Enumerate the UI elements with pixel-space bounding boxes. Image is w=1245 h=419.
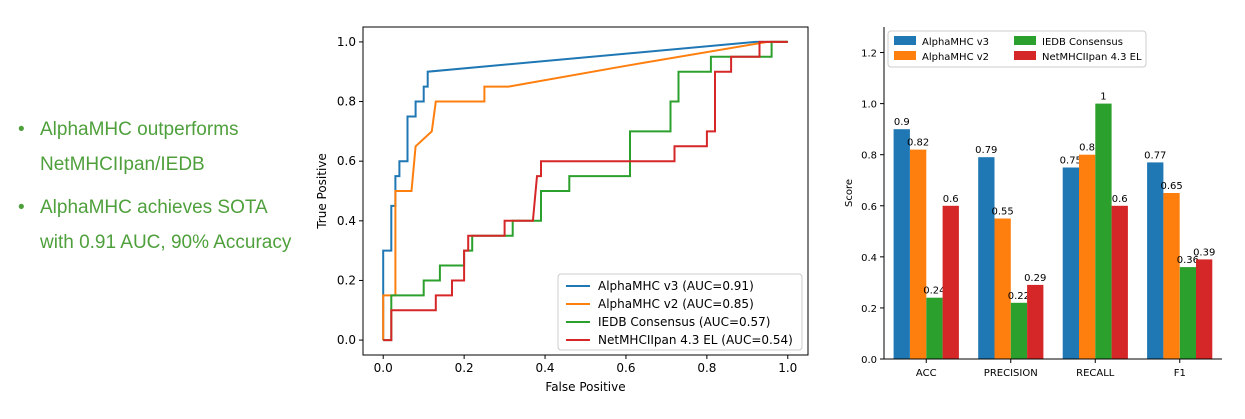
bar-3-1	[1163, 193, 1180, 359]
roc-y-tick-label: 0.4	[337, 214, 356, 228]
bar-legend-swatch	[894, 51, 916, 60]
bullet-item: • AlphaMHC outperforms NetMHCIIpan/IEDB	[18, 112, 318, 182]
bar-3-2	[1179, 267, 1197, 359]
bar-y-tick-label: 0.6	[861, 202, 877, 213]
roc-x-tick-label: 0.0	[374, 361, 393, 375]
bar-0-1	[910, 149, 927, 359]
roc-y-tick-label: 0.0	[337, 333, 356, 347]
bar-value-label: 0.6	[943, 194, 959, 205]
bar-1-2	[1010, 302, 1028, 359]
bar-legend-label: AlphaMHC v2	[922, 52, 989, 63]
roc-y-tick-label: 1.0	[337, 35, 356, 49]
roc-plot-frame	[362, 26, 809, 356]
bar-value-label: 0.8	[1079, 143, 1095, 154]
bar-2-0	[1062, 167, 1079, 359]
bar-value-label: 0.55	[991, 207, 1013, 218]
roc-legend-label: AlphaMHC v3 (AUC=0.91)	[598, 279, 754, 293]
roc-legend-label: AlphaMHC v2 (AUC=0.85)	[598, 297, 754, 311]
roc-x-tick-label: 0.6	[616, 361, 635, 375]
bar-legend-swatch	[1014, 36, 1036, 45]
bullet-list: • AlphaMHC outperforms NetMHCIIpan/IEDB …	[18, 112, 318, 268]
bar-value-label: 0.77	[1144, 150, 1166, 161]
roc-series-line-1	[382, 40, 788, 341]
bar-3-0	[1147, 162, 1164, 359]
bar-y-tick-label: 0.4	[861, 253, 877, 264]
bar-3-3	[1196, 259, 1213, 359]
roc-legend-box	[557, 273, 803, 351]
bullet-dot-icon: •	[18, 197, 25, 218]
bar-1-1	[994, 218, 1011, 359]
bar-legend-swatch	[1014, 51, 1036, 60]
bar-0-0	[893, 129, 910, 359]
bar-legend-label: IEDB Consensus	[1042, 37, 1123, 48]
roc-x-tick-label: 0.8	[697, 361, 716, 375]
bar-value-label: 0.65	[1160, 181, 1182, 192]
bar-legend-label: AlphaMHC v3	[922, 37, 989, 48]
bar-y-tick-label: 1.0	[861, 100, 877, 111]
roc-y-tick-label: 0.2	[337, 273, 356, 287]
roc-y-axis-label: True Positive	[315, 153, 329, 230]
bar-value-label: 0.39	[1193, 247, 1215, 258]
bar-0-2	[926, 297, 943, 359]
bar-value-label: 0.82	[907, 138, 929, 149]
roc-series-line-0	[382, 40, 788, 341]
bar-value-label: 1	[1100, 92, 1106, 103]
roc-curve-chart: 0.0 0.2 0.4 0.6 0.8 1.0 0.0 0.2 0.4 0.6 0.8 1.0 Fals…	[315, 26, 809, 394]
bar-value-label: 0.75	[1060, 156, 1082, 167]
roc-y-tick-label: 0.6	[337, 154, 356, 168]
bullet-dot-icon: •	[18, 119, 25, 140]
roc-y-tick-label: 0.8	[337, 95, 356, 109]
bar-2-2	[1095, 103, 1112, 359]
bullet-text-line: AlphaMHC outperforms	[40, 119, 239, 140]
bar-value-label: 0.6	[1112, 194, 1128, 205]
bullet-text-line: AlphaMHC achieves SOTA	[40, 197, 268, 218]
bullet-text-line: NetMHCIIpan/IEDB	[40, 154, 205, 175]
bar-y-tick-label: 1.2	[861, 49, 877, 60]
bar-value-label: 0.79	[975, 145, 997, 156]
score-bar-chart: 0.9 0.82 0.24 0.6 ACC 0.79 0.55 0.22 0.29 PRECISI…	[844, 27, 1222, 379]
roc-x-tick-label: 0.2	[455, 361, 474, 375]
roc-series-line-2	[383, 40, 788, 342]
roc-x-axis-label: False Positive	[545, 380, 625, 394]
bar-category-label: RECALL	[1076, 368, 1115, 379]
bar-y-axis-label: Score	[844, 179, 855, 207]
roc-series-line-3	[383, 40, 788, 342]
bar-value-label: 0.36	[1177, 255, 1199, 266]
bar-y-tick-label: 0.8	[861, 151, 877, 162]
bar-value-label: 0.24	[923, 286, 945, 297]
bar-category-label: PRECISION	[984, 368, 1038, 379]
bar-category-label: F1	[1174, 368, 1186, 379]
bar-1-3	[1027, 284, 1044, 359]
bar-y-tick-label: 0.0	[861, 355, 877, 366]
bar-legend-swatch	[894, 36, 916, 45]
bar-2-1	[1079, 154, 1096, 359]
roc-legend-label: IEDB Consensus (AUC=0.57)	[598, 315, 770, 329]
roc-legend-label: NetMHCIIpan 4.3 EL (AUC=0.54)	[598, 333, 793, 347]
bar-y-tick-label: 0.2	[861, 304, 877, 315]
bar-value-label: 0.9	[894, 117, 910, 128]
bar-value-label: 0.22	[1008, 291, 1030, 302]
bar-2-3	[1111, 205, 1128, 359]
bar-legend-label: NetMHCIIpan 4.3 EL	[1042, 52, 1142, 63]
roc-x-tick-label: 0.4	[535, 361, 554, 375]
bar-category-label: ACC	[916, 368, 937, 379]
bar-1-0	[978, 157, 995, 359]
roc-x-tick-label: 1.0	[778, 361, 797, 375]
bar-0-3	[942, 205, 959, 359]
bullet-text-line: with 0.91 AUC, 90% Accuracy	[40, 232, 292, 253]
bullet-item: • AlphaMHC achieves SOTA with 0.91 AUC, …	[18, 190, 318, 260]
bar-legend-box	[887, 30, 1147, 68]
bar-value-label: 0.29	[1024, 273, 1046, 284]
